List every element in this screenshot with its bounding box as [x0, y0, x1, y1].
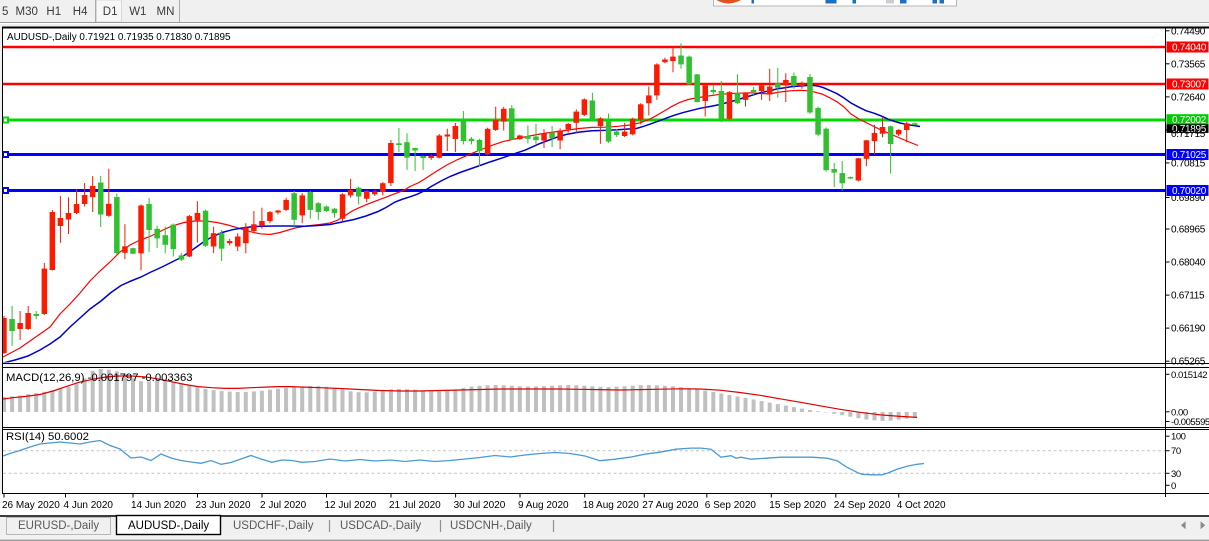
svg-text:0.71895: 0.71895: [1172, 124, 1207, 135]
svg-text:M30: M30: [16, 6, 38, 18]
svg-text:18 Aug 2020: 18 Aug 2020: [583, 500, 640, 511]
svg-text:AUDUSD-,Daily 0.71921 0.71935: AUDUSD-,Daily 0.71921 0.71935 0.71830 0.…: [7, 32, 231, 43]
svg-text:0.73565: 0.73565: [1171, 59, 1206, 70]
svg-text:0.65265: 0.65265: [1171, 357, 1206, 368]
svg-text:0.73007: 0.73007: [1172, 80, 1207, 91]
svg-text:0.74490: 0.74490: [1171, 26, 1206, 37]
svg-text:MACD(12,26,9) -0.001797 -0.003: MACD(12,26,9) -0.001797 -0.003363: [6, 372, 193, 384]
svg-text:0.72640: 0.72640: [1171, 92, 1206, 103]
svg-text:0: 0: [1171, 481, 1176, 492]
svg-text:24 Sep 2020: 24 Sep 2020: [834, 500, 891, 511]
svg-text:4 Jun 2020: 4 Jun 2020: [64, 500, 114, 511]
svg-text:0.71715: 0.71715: [1171, 129, 1206, 140]
svg-text:MN: MN: [157, 6, 175, 18]
svg-text:5: 5: [2, 6, 8, 18]
svg-text:0.66190: 0.66190: [1171, 324, 1206, 335]
svg-text:H4: H4: [73, 6, 88, 18]
svg-text:14 Jun 2020: 14 Jun 2020: [131, 500, 186, 511]
svg-text:0.67115: 0.67115: [1171, 291, 1205, 302]
svg-text:26 May 2020: 26 May 2020: [2, 500, 60, 511]
svg-text:USDCNH-,Daily: USDCNH-,Daily: [450, 520, 532, 532]
svg-text:30: 30: [1171, 469, 1181, 480]
svg-text:21 Jul 2020: 21 Jul 2020: [389, 500, 441, 511]
svg-text:EURUSD-,Daily: EURUSD-,Daily: [18, 520, 99, 532]
svg-text:70: 70: [1171, 446, 1181, 457]
svg-text:RSI(14) 50.6002: RSI(14) 50.6002: [6, 431, 89, 443]
svg-text:USDCHF-,Daily: USDCHF-,Daily: [233, 520, 314, 532]
svg-text:0.74040: 0.74040: [1172, 43, 1207, 54]
svg-text:23 Jun 2020: 23 Jun 2020: [196, 500, 251, 511]
svg-text:0.71025: 0.71025: [1172, 150, 1207, 161]
svg-text:-0.005595: -0.005595: [1171, 417, 1209, 428]
svg-text:0.68965: 0.68965: [1171, 225, 1206, 236]
svg-text:100: 100: [1171, 432, 1186, 443]
svg-text:0.70020: 0.70020: [1172, 186, 1207, 197]
svg-text:AUDUSD-,Daily: AUDUSD-,Daily: [128, 520, 209, 532]
svg-text:D1: D1: [103, 6, 118, 18]
svg-text:9 Aug 2020: 9 Aug 2020: [518, 500, 569, 511]
svg-text:27 Aug 2020: 27 Aug 2020: [642, 500, 699, 511]
svg-text:15 Sep 2020: 15 Sep 2020: [769, 500, 826, 511]
svg-text:USDCAD-,Daily: USDCAD-,Daily: [340, 520, 421, 532]
svg-text:6 Sep 2020: 6 Sep 2020: [705, 500, 757, 511]
svg-text:12 Jul 2020: 12 Jul 2020: [325, 500, 377, 511]
svg-text:0.015142: 0.015142: [1171, 370, 1207, 381]
svg-text:30 Jul 2020: 30 Jul 2020: [454, 500, 506, 511]
svg-text:0.00: 0.00: [1171, 407, 1188, 418]
svg-text:0.68040: 0.68040: [1171, 258, 1206, 269]
svg-text:2 Jul 2020: 2 Jul 2020: [260, 500, 307, 511]
svg-text:H1: H1: [46, 6, 61, 18]
svg-text:4 Oct 2020: 4 Oct 2020: [897, 500, 946, 511]
svg-text:W1: W1: [129, 6, 146, 18]
svg-text:0.72002: 0.72002: [1172, 115, 1207, 126]
svg-text:0.70815: 0.70815: [1171, 158, 1206, 169]
svg-text:0.69890: 0.69890: [1171, 193, 1206, 204]
